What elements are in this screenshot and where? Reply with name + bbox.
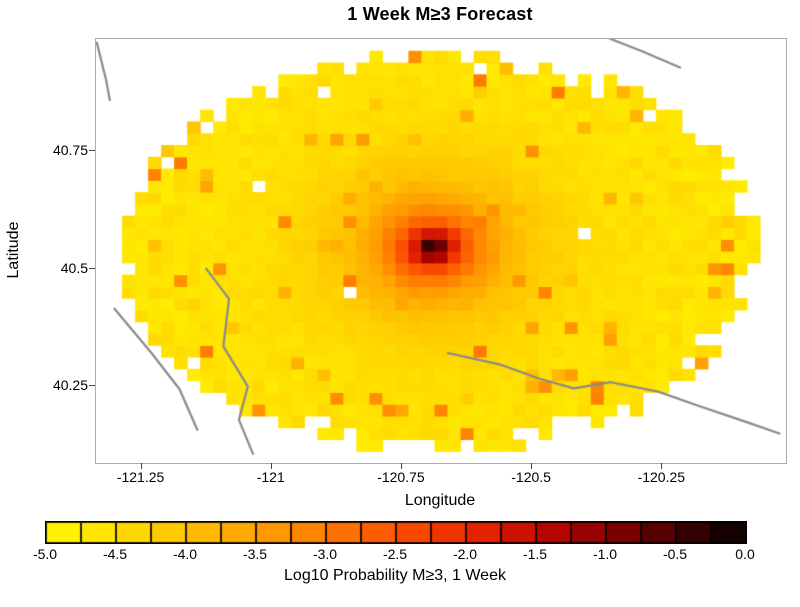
colorbar-tick-label: -4.0 [172,546,198,562]
colorbar-tick-label: -1.0 [592,546,618,562]
x-tick-mark [400,463,402,469]
y-tick-mark [89,385,95,387]
y-axis-label: Latitude [5,221,22,279]
y-tick-label: 40.75 [52,141,88,158]
colorbar-tick-label: -1.5 [522,546,548,562]
x-tick-label: -121 [256,469,285,485]
colorbar-tick-label: -3.0 [312,546,338,562]
colorbar-tick-label: -0.5 [662,546,688,562]
y-tick-label: 40.25 [52,377,88,394]
x-tick-mark [661,463,663,469]
x-tick-label: -120.5 [511,469,551,485]
y-tick-mark [89,149,95,151]
plot-area [95,38,787,464]
colorbar-tick-label: 0.0 [735,546,755,562]
x-tick-mark [270,463,272,469]
colorbar-tick-label: -5.0 [32,546,58,562]
chart-title: 1 Week M≥3 Forecast [347,4,533,24]
y-tick-label: 40.5 [60,259,88,276]
x-axis-label: Longitude [404,492,476,509]
colorbar [45,521,747,544]
y-tick-mark [89,267,95,269]
heatmap-canvas [96,39,786,463]
x-tick-mark [531,463,533,469]
colorbar-tick-label: -3.5 [242,546,268,562]
x-tick-label: -120.75 [377,469,425,485]
colorbar-label: Log10 Probability M≥3, 1 Week [284,567,506,584]
colorbar-tick-label: -4.5 [102,546,128,562]
colorbar-tick-label: -2.0 [452,546,478,562]
x-tick-label: -121.25 [116,469,165,485]
x-tick-mark [140,463,142,469]
x-tick-label: -120.25 [637,469,686,485]
colorbar-tick-label: -2.5 [382,546,408,562]
